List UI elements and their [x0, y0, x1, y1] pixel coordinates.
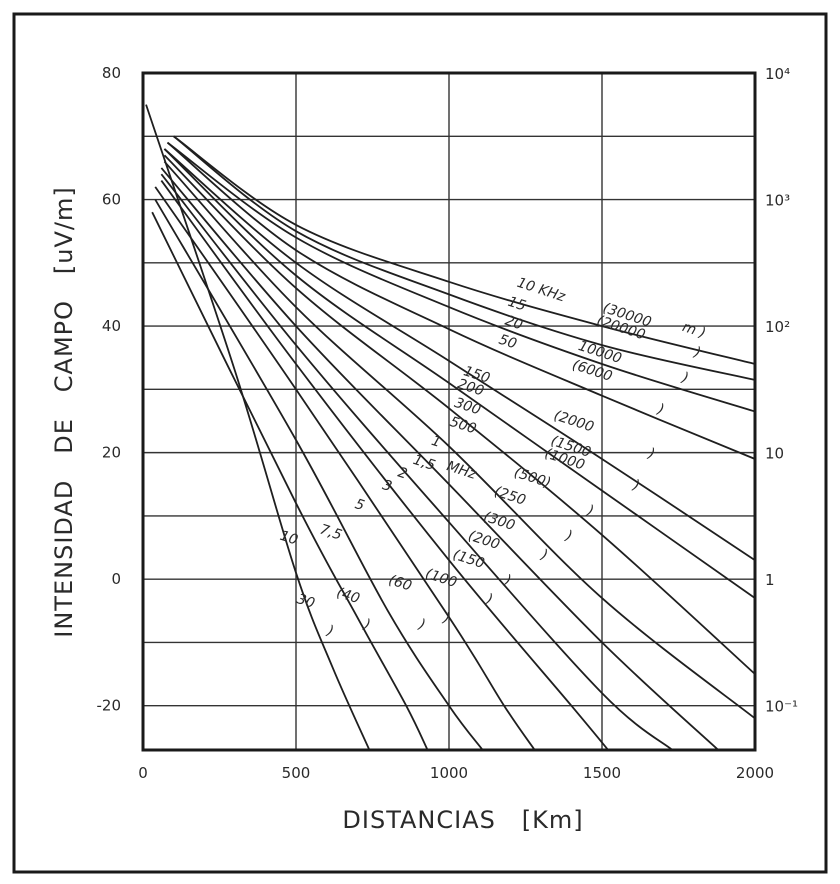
series-line-3: [166, 141, 756, 413]
series-lines: [145, 104, 756, 751]
series-line-1: [173, 135, 756, 365]
y2-tick-label: 10⁴: [765, 65, 790, 83]
series-line-8: [163, 160, 756, 720]
curve-annotation: (60: [387, 572, 414, 594]
x-tick-label: 0: [138, 764, 148, 782]
curve-annotation: (200: [466, 528, 502, 553]
curve-annotation: 20: [503, 313, 525, 334]
y-tick-labels: 80 60 40 20 0 -20: [97, 64, 122, 715]
curve-annotation: ): [630, 477, 641, 494]
x-tick-label: 500: [282, 764, 311, 782]
curve-annotation: ): [361, 616, 372, 633]
y-tick-label: 0: [111, 570, 121, 588]
y-tick-label: 20: [102, 444, 121, 462]
curve-annotation: 3: [380, 477, 393, 495]
curve-annotation: (40: [335, 585, 362, 607]
curve-annotation: ): [441, 610, 452, 627]
outer-border: [12, 12, 828, 874]
gridlines: [143, 73, 755, 750]
series-line-12: [154, 186, 536, 751]
curve-annotation: 200: [455, 376, 485, 400]
curve-annotation: MHz: [445, 458, 479, 483]
x-tick-labels: 0 500 1000 1500 2000: [138, 764, 774, 782]
curve-annotation: ): [563, 528, 574, 545]
curve-annotation: 1: [429, 433, 442, 451]
curve-annotation: ): [655, 401, 666, 418]
y-tick-label: 40: [102, 317, 121, 335]
curve-annotation: 500: [448, 414, 478, 438]
curve-annotation: ): [324, 622, 335, 639]
y2-tick-labels: 10⁴ 10³ 10² 10 1 10⁻¹: [765, 65, 798, 716]
series-line-14: [151, 211, 429, 751]
curve-annotation: 10: [278, 528, 300, 549]
curve-annotation: 50: [497, 332, 519, 353]
curve-annotation: 150: [462, 363, 492, 387]
curve-annotation: (300: [481, 509, 517, 534]
y2-tick-label: 10⁻¹: [765, 698, 798, 716]
x-tick-label: 2000: [736, 764, 774, 782]
y-tick-label: 80: [102, 64, 121, 82]
curve-annotation: 1,5: [411, 452, 437, 474]
curve-annotation: m ): [680, 319, 707, 341]
x-tick-label: 1500: [583, 764, 621, 782]
curve-annotation: 5: [353, 496, 367, 514]
series-line-6: [163, 148, 756, 599]
y-axis-label: INTENSIDAD DE CAMPO [uV/m]: [50, 186, 78, 637]
curve-annotation: ): [585, 502, 596, 519]
curve-annotation: (500): [512, 465, 553, 492]
y2-tick-label: 10²: [765, 318, 790, 336]
series-line-10: [160, 173, 673, 751]
series-line-11: [160, 180, 609, 751]
plot-border: [141, 71, 757, 752]
curve-annotation: (250: [492, 484, 528, 509]
curve-annotation: 300: [452, 395, 482, 419]
y2-tick-label: 1: [765, 571, 775, 589]
curve-annotation: ): [692, 344, 703, 361]
series-line-4: [166, 141, 756, 460]
y2-tick-label: 10³: [765, 192, 790, 210]
x-tick-label: 1000: [430, 764, 468, 782]
curve-annotation: ): [416, 616, 427, 633]
curve-annotation: ): [539, 547, 550, 564]
series-line-2: [173, 135, 756, 381]
curve-annotation: 7,5: [318, 522, 344, 544]
series-line-9: [160, 167, 719, 751]
curve-annotation: ): [679, 369, 690, 386]
series-line-13: [154, 199, 484, 751]
curve-annotation: ): [502, 572, 513, 589]
x-axis-label: DISTANCIAS [Km]: [342, 806, 583, 834]
curve-annotation: 15: [506, 294, 528, 315]
y2-tick-label: 10: [765, 445, 784, 463]
y-tick-label: -20: [97, 697, 122, 715]
curve-annotation: 30: [295, 591, 317, 612]
y-tick-label: 60: [102, 191, 121, 209]
curve-annotation: ): [646, 445, 657, 462]
series-line-5: [163, 148, 756, 561]
series-line-7: [163, 154, 756, 675]
curve-annotation: ): [484, 591, 495, 608]
series-line-15: [145, 104, 371, 751]
